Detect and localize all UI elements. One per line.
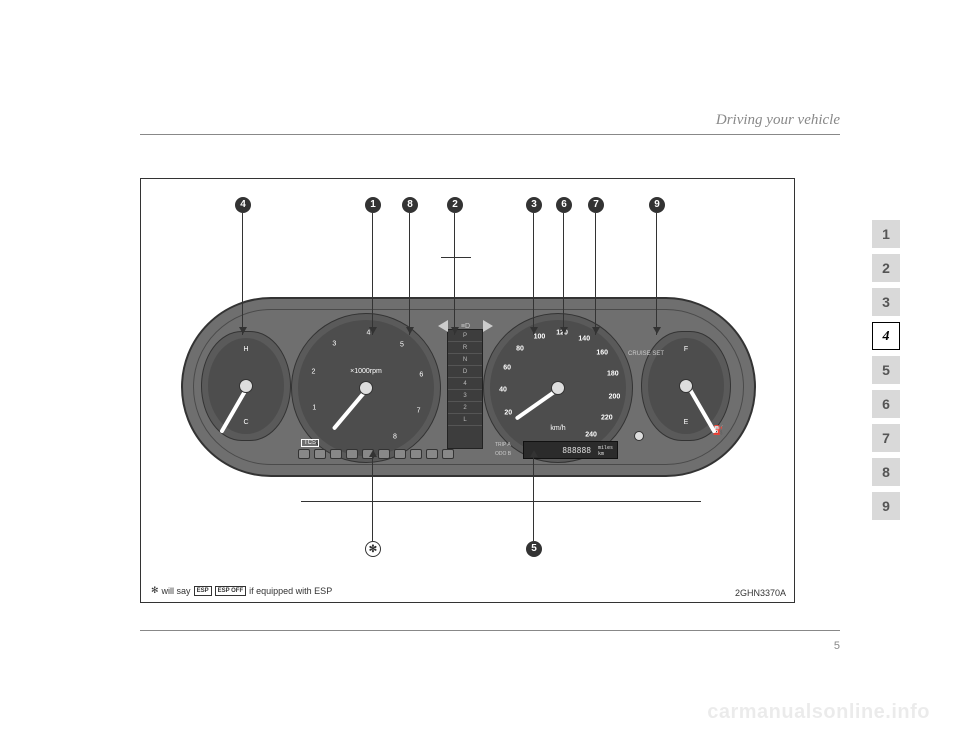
speedo-tick: 60 <box>503 364 511 371</box>
shift-segment: L <box>448 414 482 426</box>
tach-tick: 2 <box>312 369 316 376</box>
fuel-gauge: F E ⛽ <box>641 331 731 441</box>
arrowhead-icon <box>239 327 247 334</box>
speedo-tick: 200 <box>609 393 621 400</box>
tach-tick: 1 <box>312 405 316 412</box>
warning-light-icon <box>426 449 438 459</box>
turn-signal-indicators: ≡D <box>438 319 493 333</box>
tab-5[interactable]: 5 <box>872 356 900 384</box>
cruise-set-label: CRUISE SET <box>628 351 664 357</box>
left-arrow-icon <box>438 320 448 332</box>
leader-line <box>409 213 410 335</box>
callout-star: ✻ <box>365 541 381 557</box>
warning-light-icon <box>298 449 310 459</box>
speedo-tick: 160 <box>596 350 608 357</box>
shift-segment: 3 <box>448 390 482 402</box>
tach-tick: 8 <box>393 434 397 441</box>
arrowhead-icon <box>530 327 538 334</box>
callout-8: 8 <box>402 197 418 213</box>
leader-line <box>656 213 657 335</box>
watermark: carmanualsonline.info <box>707 701 930 724</box>
headlight-icon: ≡D <box>461 323 470 330</box>
speedo-tick: 20 <box>504 409 512 416</box>
arrowhead-icon <box>653 327 661 334</box>
leader-line <box>595 213 596 335</box>
leader-line <box>533 213 534 335</box>
odometer-labels: TRIP A ODO B <box>495 441 511 459</box>
tab-9[interactable]: 9 <box>872 492 900 520</box>
callout-5: 5 <box>526 541 542 557</box>
leader-line <box>301 501 701 502</box>
warning-light-icon <box>314 449 326 459</box>
leader-line <box>454 213 455 335</box>
callout-2: 2 <box>447 197 463 213</box>
arrowhead-icon <box>369 450 377 457</box>
shift-position-indicator: PRND432L <box>447 329 483 449</box>
shift-segment: 2 <box>448 402 482 414</box>
leader-line <box>372 457 373 541</box>
arrowhead-icon <box>560 327 568 334</box>
warning-light-icon <box>394 449 406 459</box>
arrowhead-icon <box>530 450 538 457</box>
warning-light-icon <box>410 449 422 459</box>
tach-tick: 3 <box>332 340 336 347</box>
callout-1: 1 <box>365 197 381 213</box>
leader-line <box>441 257 471 258</box>
shift-segment: D <box>448 366 482 378</box>
speedo-tick: 80 <box>516 345 524 352</box>
speedo-tick: 240 <box>585 431 597 438</box>
tach-tick: 7 <box>417 407 421 414</box>
tab-3[interactable]: 3 <box>872 288 900 316</box>
tab-6[interactable]: 6 <box>872 390 900 418</box>
section-title: Driving your vehicle <box>716 112 840 129</box>
tab-7[interactable]: 7 <box>872 424 900 452</box>
arrowhead-icon <box>592 327 600 334</box>
callout-6: 6 <box>556 197 572 213</box>
shift-segment: R <box>448 342 482 354</box>
chapter-tabs: 1 2 3 4 5 6 7 8 9 <box>872 220 900 526</box>
esp-footnote: ✻ will say ESP ESP OFF if equipped with … <box>151 585 332 596</box>
tab-8[interactable]: 8 <box>872 458 900 486</box>
engine-temperature-gauge: H C <box>201 331 291 441</box>
arrowhead-icon <box>369 327 377 334</box>
leader-line <box>242 213 243 335</box>
tab-4[interactable]: 4 <box>872 322 900 350</box>
divider <box>140 630 840 631</box>
leader-line <box>563 213 564 335</box>
callout-3: 3 <box>526 197 542 213</box>
leader-line <box>533 457 534 541</box>
callout-7: 7 <box>588 197 604 213</box>
warning-light-icon <box>346 449 358 459</box>
shift-segment: N <box>448 354 482 366</box>
arrowhead-icon <box>451 327 459 334</box>
leader-line <box>372 213 373 335</box>
tripmeter-reset-button[interactable] <box>634 431 644 441</box>
instrument-cluster-figure: H C 12345678 ×1000rpm PRND432L ≡D <box>140 178 795 603</box>
speedo-tick: 180 <box>607 370 619 377</box>
callout-9: 9 <box>649 197 665 213</box>
tab-1[interactable]: 1 <box>872 220 900 248</box>
shift-segment: 4 <box>448 378 482 390</box>
speedo-tick: 220 <box>601 415 613 422</box>
divider <box>140 134 840 135</box>
speedo-tick: 100 <box>534 333 546 340</box>
tcs-indicator: TCS <box>301 439 319 447</box>
instrument-cluster: H C 12345678 ×1000rpm PRND432L ≡D <box>181 297 756 477</box>
speedo-tick: 40 <box>499 387 507 394</box>
speedo-tick: 140 <box>578 336 590 343</box>
manual-page: Driving your vehicle 1 2 3 4 5 6 7 8 9 1… <box>0 0 960 742</box>
figure-code: 2GHN3370A <box>735 588 786 598</box>
tach-tick: 5 <box>400 342 404 349</box>
tab-2[interactable]: 2 <box>872 254 900 282</box>
warning-light-icon <box>378 449 390 459</box>
arrowhead-icon <box>406 327 414 334</box>
warning-light-icon <box>330 449 342 459</box>
warning-light-icon <box>442 449 454 459</box>
warning-indicator-lights <box>298 449 463 461</box>
page-number: 5 <box>834 640 840 652</box>
callout-4: 4 <box>235 197 251 213</box>
right-arrow-icon <box>483 320 493 332</box>
tach-tick: 6 <box>419 372 423 379</box>
